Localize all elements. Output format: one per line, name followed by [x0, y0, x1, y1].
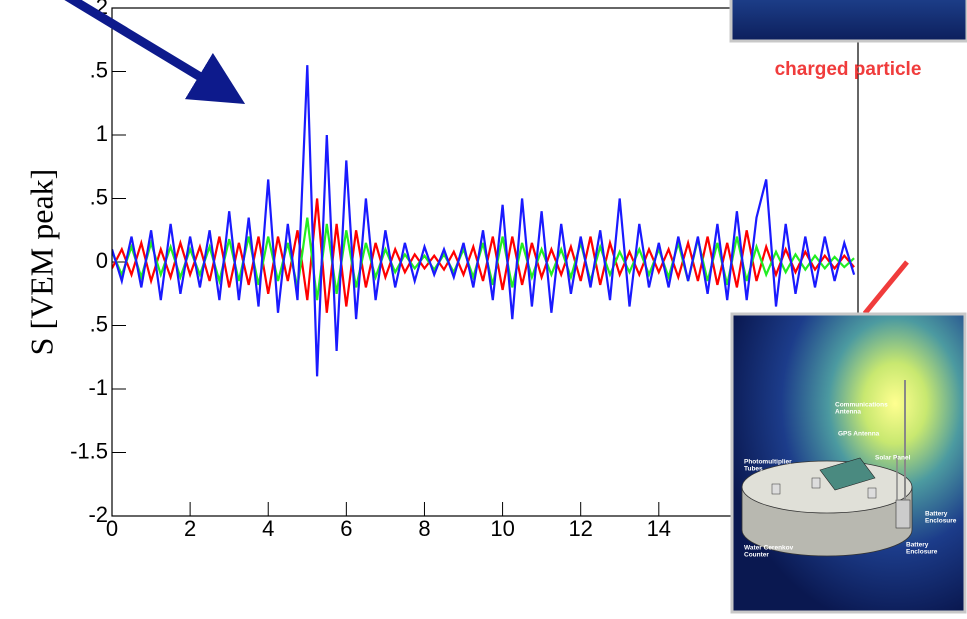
- x-tick-label: 12: [568, 516, 592, 541]
- detector-label: Enclosure: [925, 518, 957, 525]
- detector-label: Photomultiplier: [744, 459, 792, 466]
- detector-label: Communications: [835, 402, 888, 409]
- y-tick-label: 0: [96, 248, 108, 273]
- detector-label: Enclosure: [906, 549, 938, 556]
- y-tick-label: .5: [90, 57, 108, 82]
- detector-label: Battery: [906, 542, 929, 549]
- x-tick-label: 10: [490, 516, 514, 541]
- x-tick-label: 8: [418, 516, 430, 541]
- detector-label: Water Cerenkov: [744, 545, 794, 552]
- particle-image: [731, 0, 967, 41]
- detector-label: Battery: [925, 511, 948, 518]
- slide: S [VEM peak] -2-1.5-1.50.51.520246810121…: [0, 0, 967, 614]
- y-axis-label: S [VEM peak]: [23, 169, 59, 356]
- x-tick-label: 4: [262, 516, 274, 541]
- detector-label: GPS Antenna: [838, 431, 880, 438]
- detector-label: Antenna: [835, 409, 861, 416]
- x-tick-label: 6: [340, 516, 352, 541]
- caption: charged particle: [775, 59, 922, 80]
- x-tick-label: 14: [647, 516, 671, 541]
- y-tick-label: 1: [96, 121, 108, 146]
- y-tick-label: .5: [90, 184, 108, 209]
- detector-label: Counter: [744, 552, 769, 559]
- x-tick-label: 0: [106, 516, 118, 541]
- x-tick-label: 2: [184, 516, 196, 541]
- y-tick-label: .5: [90, 311, 108, 336]
- y-tick-label: -1: [88, 375, 108, 400]
- detector-label: Solar Panel: [875, 455, 911, 462]
- detector-label: Tubes: [744, 466, 763, 473]
- y-tick-label: -1.5: [70, 438, 108, 463]
